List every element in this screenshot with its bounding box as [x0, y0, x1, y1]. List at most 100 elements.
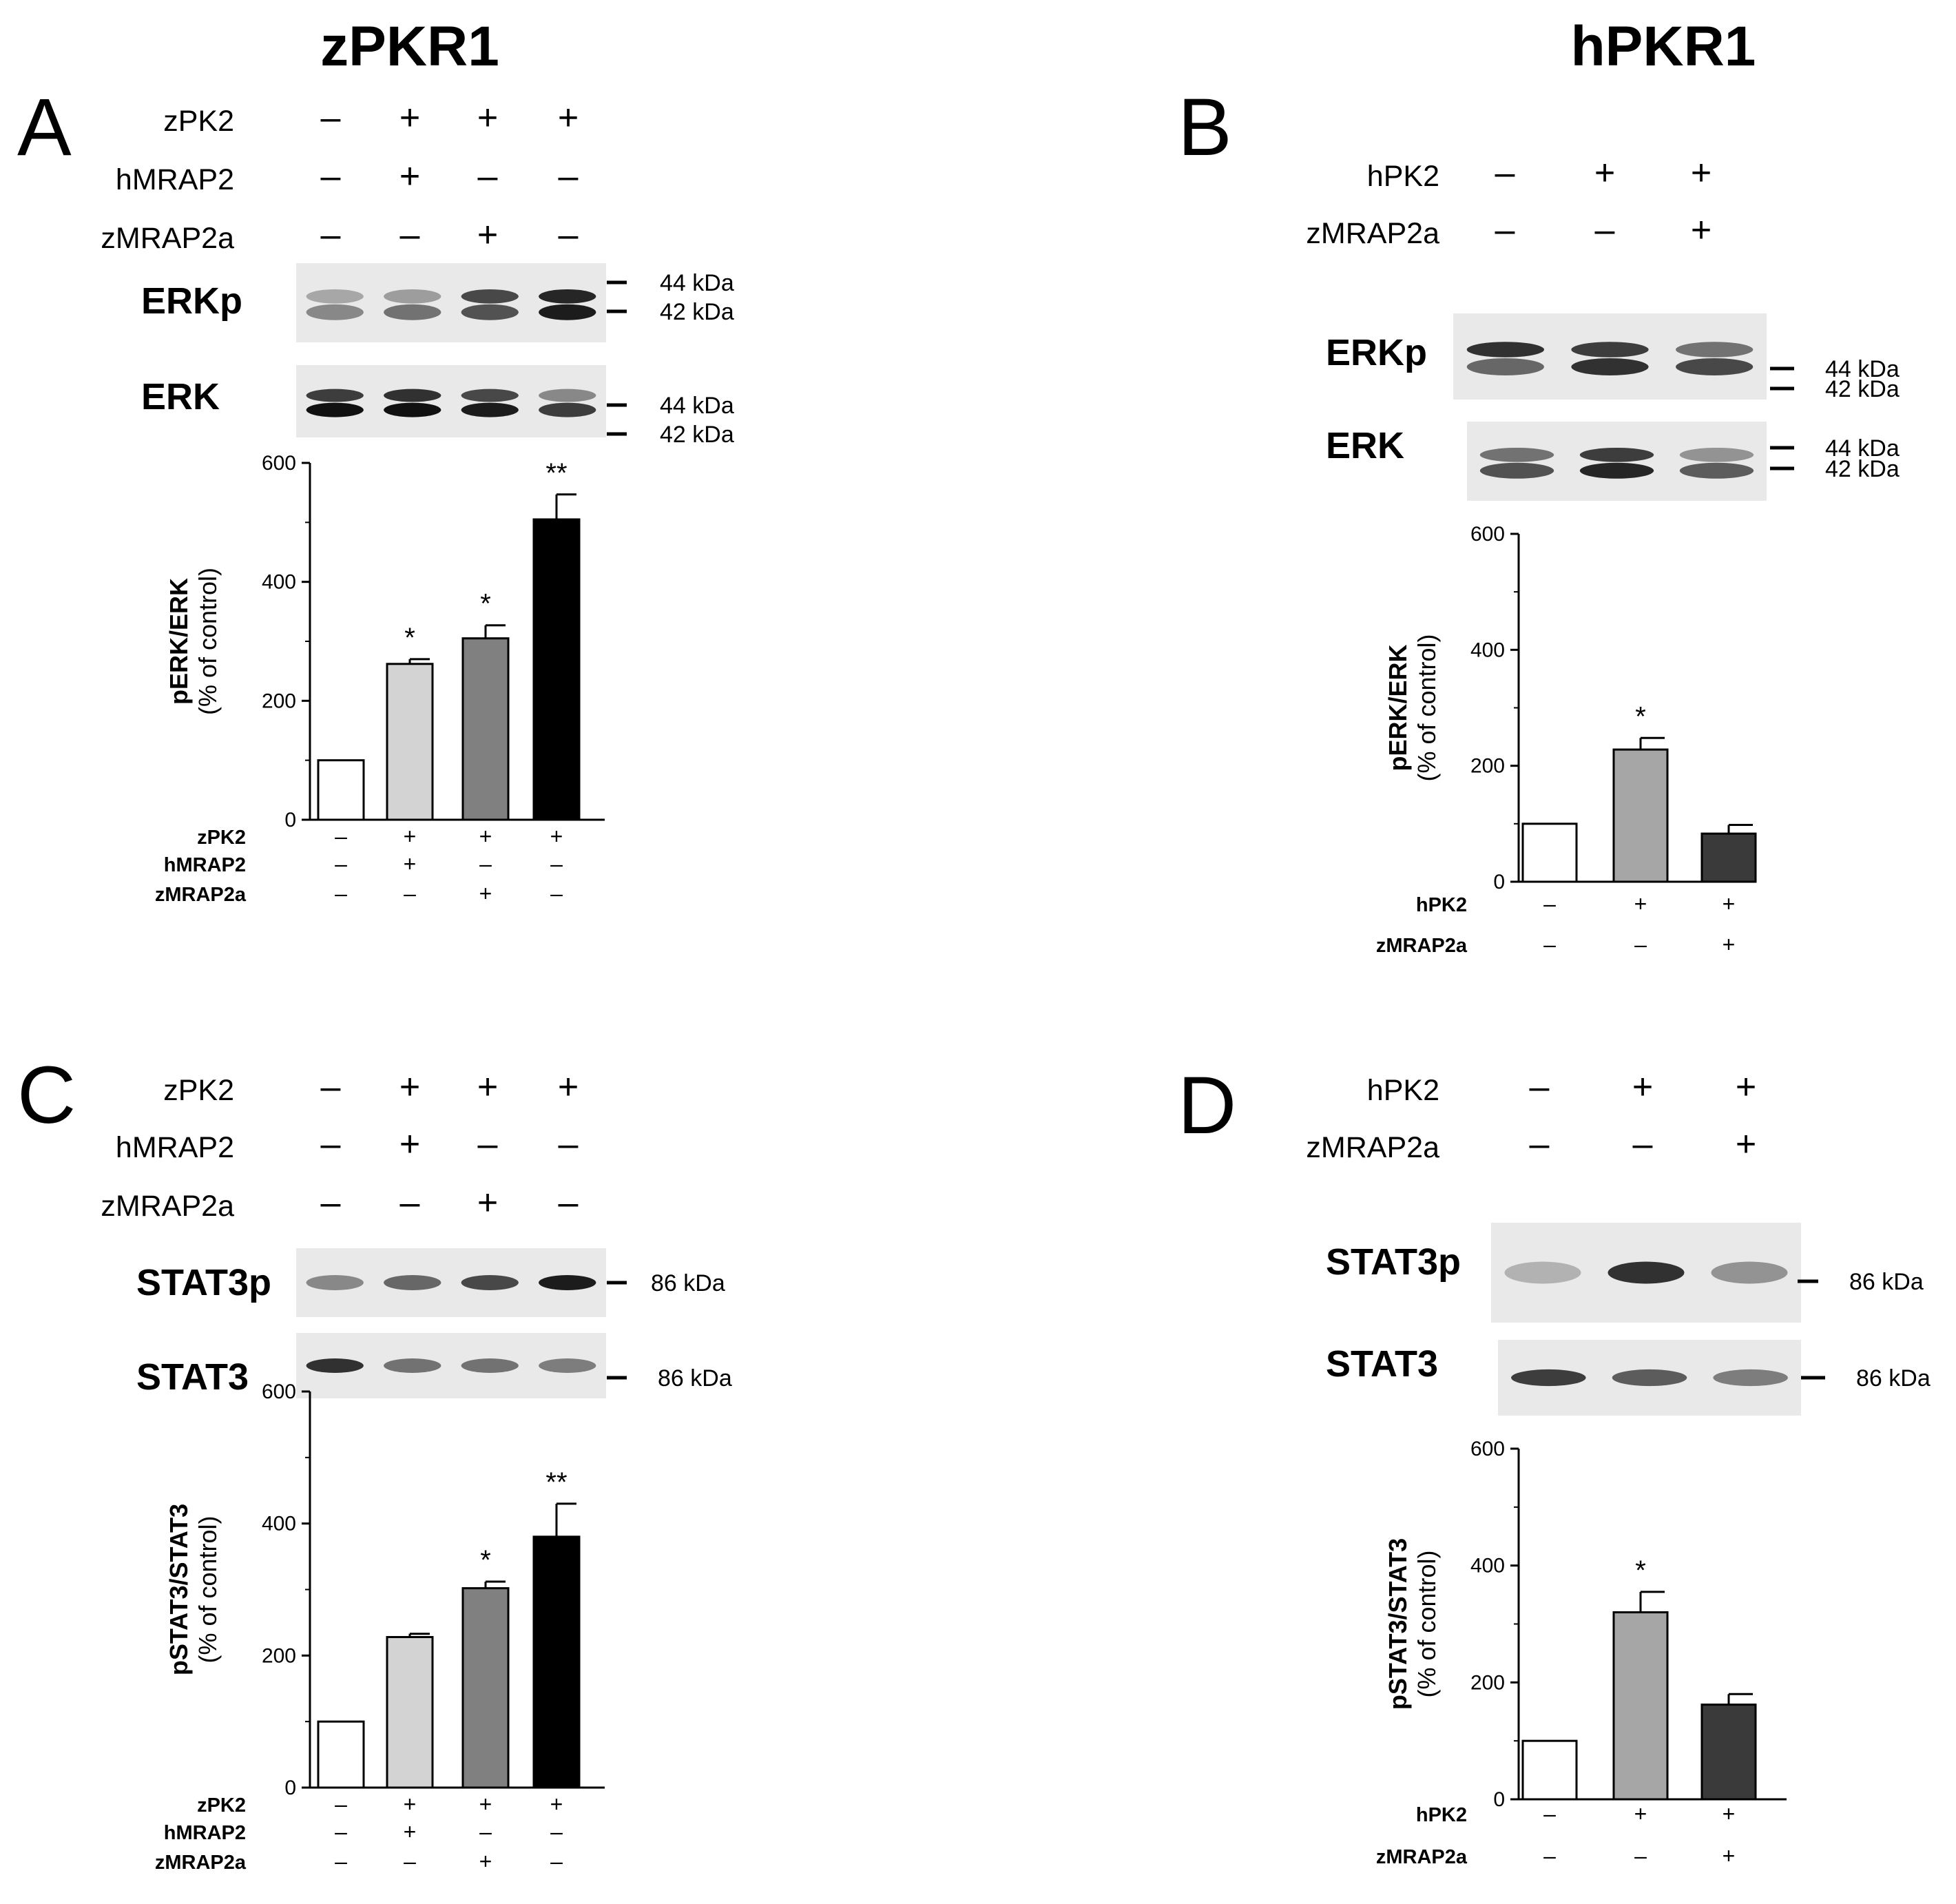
- blot-band: [461, 304, 519, 320]
- y-tick-label: 200: [1470, 755, 1505, 778]
- blot-band: [306, 1358, 364, 1373]
- y-tick-label: 200: [262, 690, 296, 712]
- panel-letter-A: A: [17, 82, 72, 173]
- blot-band: [461, 289, 519, 304]
- marker-label: 86 kDa: [1856, 1365, 1931, 1391]
- bottom-plus: +: [404, 1819, 417, 1844]
- treatment-minus: –: [321, 98, 341, 138]
- treatment-minus: –: [559, 1183, 579, 1223]
- bottom-plus: +: [404, 851, 417, 876]
- blot-band: [461, 402, 519, 417]
- blot-band: [1608, 1261, 1685, 1284]
- bar: [317, 1720, 365, 1789]
- treatment-label: hMRAP2: [116, 163, 234, 196]
- significance-label: *: [480, 1545, 491, 1575]
- bottom-minus: –: [335, 851, 347, 876]
- bottom-minus: –: [335, 1819, 347, 1844]
- bottom-treatment-label: hMRAP2: [164, 1822, 246, 1844]
- treatment-plus: +: [399, 98, 420, 138]
- chart-D: 0 200 400 600 pSTAT3/STAT3 (% of control) * hPK…: [1376, 1438, 1787, 1868]
- treatment-minus: –: [321, 156, 341, 196]
- treatment-label: hPK2: [1367, 160, 1439, 193]
- marker-label: 86 kDa: [658, 1365, 732, 1391]
- blot-band: [539, 1358, 596, 1373]
- treatment-minus: –: [321, 1124, 341, 1164]
- y-tick-label: 200: [1470, 1671, 1505, 1694]
- treatment-plus: +: [1736, 1124, 1756, 1164]
- blot-band: [1676, 342, 1754, 358]
- panel-letter-B: B: [1178, 82, 1232, 173]
- y-tick-label: 400: [1470, 1555, 1505, 1577]
- bottom-minus: –: [1543, 891, 1556, 916]
- blot-band: [1679, 462, 1754, 479]
- treatment-minus: –: [478, 156, 498, 196]
- blot-band: [1676, 358, 1754, 375]
- y-tick-label: 0: [284, 809, 296, 831]
- blot-band: [461, 1275, 519, 1290]
- y-axis-title: pSTAT3/STAT3: [1384, 1538, 1412, 1710]
- blot-band: [1679, 447, 1754, 462]
- bottom-treatment-label: hMRAP2: [164, 854, 246, 876]
- chart-B: 0 200 400 600 pERK/ERK (% of control) * hPK2 – + +…: [1376, 523, 1757, 957]
- y-axis-title: pSTAT3/STAT3: [165, 1504, 193, 1675]
- bottom-treatment-label: zMRAP2a: [1376, 1846, 1468, 1868]
- marker-label: 86 kDa: [651, 1270, 725, 1296]
- significance-label: **: [545, 458, 567, 488]
- bottom-minus: –: [479, 851, 492, 876]
- treatment-label: zMRAP2a: [101, 222, 234, 255]
- treatment-plus: +: [477, 215, 498, 255]
- treatment-minus: –: [559, 215, 579, 255]
- treatment-label: hMRAP2: [116, 1131, 234, 1164]
- y-axis-title: pERK/ERK: [1384, 644, 1412, 771]
- bottom-treatment-label: hPK2: [1416, 1804, 1467, 1826]
- blot-band: [1466, 342, 1544, 358]
- treatment-label: zPK2: [163, 1074, 234, 1107]
- y-tick-label: 600: [1470, 523, 1505, 546]
- bottom-plus: +: [1634, 1801, 1647, 1826]
- treatment-plus: +: [399, 1067, 420, 1107]
- blot-band: [306, 304, 364, 320]
- bar: [461, 637, 510, 821]
- bar: [1521, 822, 1578, 883]
- treatment-label: zMRAP2a: [101, 1190, 234, 1223]
- y-axis-subtitle: (% of control): [194, 1515, 222, 1663]
- treatment-minus: –: [321, 1183, 341, 1223]
- panel-letter-C: C: [17, 1050, 76, 1141]
- treatment-minus: –: [559, 156, 579, 196]
- blot-band: [539, 389, 596, 402]
- y-axis-subtitle: (% of control): [1413, 1550, 1441, 1697]
- significance-label: *: [1635, 1555, 1646, 1586]
- bottom-plus: +: [479, 881, 492, 906]
- treatment-plus: +: [1691, 153, 1712, 193]
- significance-label: *: [480, 589, 491, 619]
- blot-band: [1579, 462, 1654, 479]
- bottom-minus: –: [335, 1792, 347, 1817]
- bottom-plus: +: [404, 1792, 417, 1817]
- bottom-minus: –: [404, 1849, 416, 1874]
- marker-label: 44 kDa: [1825, 435, 1900, 462]
- treatment-plus: +: [558, 1067, 579, 1107]
- bottom-minus: –: [335, 824, 347, 849]
- bottom-plus: +: [404, 824, 417, 849]
- treatment-label: hPK2: [1367, 1074, 1439, 1107]
- bottom-minus: –: [1543, 932, 1556, 957]
- blot-band: [1571, 358, 1649, 375]
- treatment-minus: –: [1495, 210, 1515, 250]
- bottom-minus: –: [1634, 932, 1647, 957]
- treatment-minus: –: [559, 1124, 579, 1164]
- treatment-plus: +: [477, 1183, 498, 1223]
- y-tick-label: 400: [1470, 639, 1505, 661]
- y-axis-subtitle: (% of control): [194, 568, 222, 715]
- blot-band: [306, 389, 364, 402]
- blot-label: ERKp: [141, 280, 242, 322]
- blot-band: [384, 289, 441, 304]
- y-tick-label: 0: [1493, 871, 1505, 893]
- blot-band: [539, 289, 596, 304]
- bottom-plus: +: [479, 1792, 492, 1817]
- blot-band: [1479, 462, 1554, 479]
- bar: [461, 1587, 510, 1789]
